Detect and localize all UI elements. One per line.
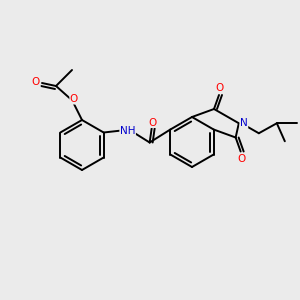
- Text: O: O: [216, 83, 224, 93]
- Text: NH: NH: [120, 125, 135, 136]
- Text: O: O: [70, 94, 78, 104]
- Text: N: N: [240, 118, 248, 128]
- Text: O: O: [238, 154, 246, 164]
- Text: O: O: [148, 118, 157, 128]
- Text: O: O: [32, 77, 40, 87]
